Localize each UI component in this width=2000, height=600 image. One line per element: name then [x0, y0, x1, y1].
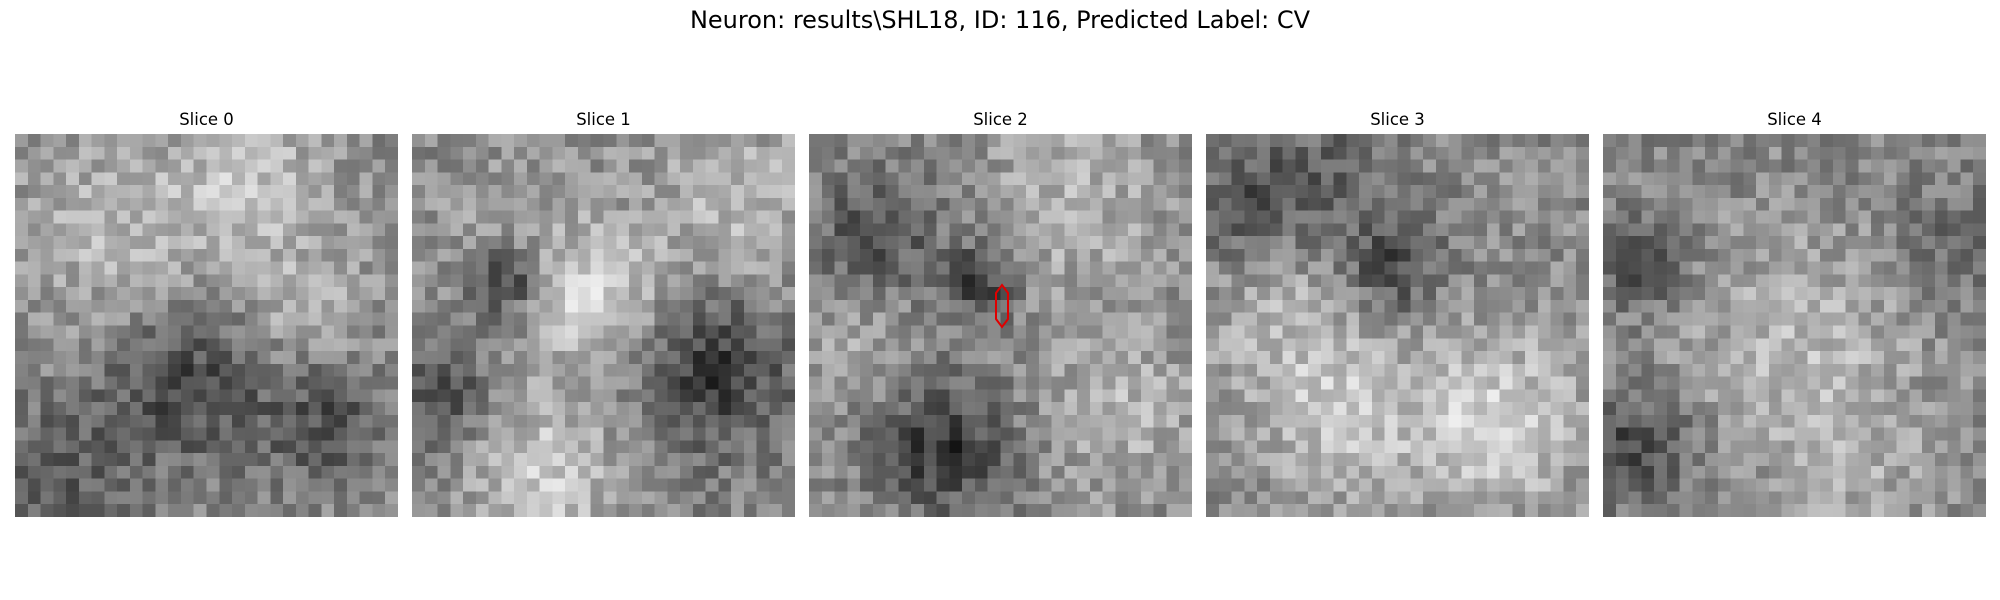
slice-title-1: Slice 1: [576, 110, 631, 129]
figure-title: Neuron: results\SHL18, ID: 116, Predicte…: [689, 6, 1311, 34]
slice-image-1: [412, 134, 795, 517]
slice-panel-4: Slice 4: [1603, 108, 1986, 517]
neuron-marker-icon: [995, 283, 1009, 329]
slice-image-0: [15, 134, 398, 517]
slice-image-3: [1206, 134, 1589, 517]
slice-title-2: Slice 2: [973, 110, 1028, 129]
slice-panel-1: Slice 1: [412, 108, 795, 517]
slice-title-4: Slice 4: [1767, 110, 1822, 129]
slice-title-0: Slice 0: [179, 110, 234, 129]
slice-panel-2: Slice 2: [809, 108, 1192, 517]
slice-panel-3: Slice 3: [1206, 108, 1589, 517]
slice-image-4: [1603, 134, 1986, 517]
slice-panel-0: Slice 0: [15, 108, 398, 517]
slice-title-3: Slice 3: [1370, 110, 1425, 129]
